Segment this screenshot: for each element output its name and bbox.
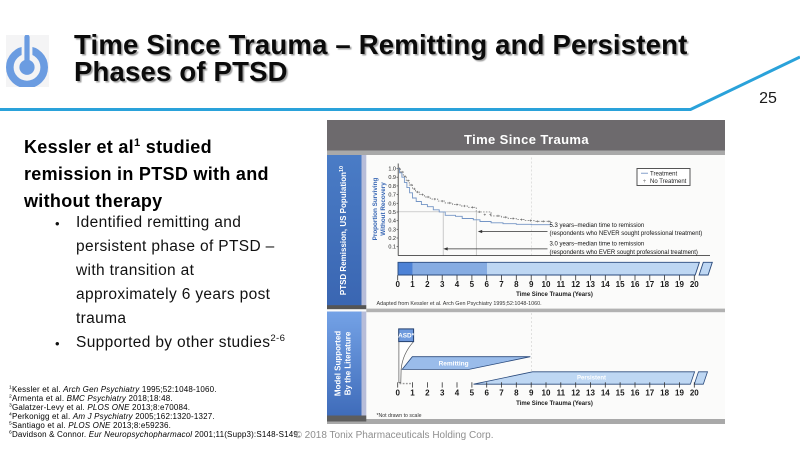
svg-text:5: 5 — [470, 388, 475, 397]
svg-text:0.6: 0.6 — [388, 201, 396, 207]
svg-text:Adapted from Kessler et al. Ar: Adapted from Kessler et al. Arch Gen Psy… — [377, 301, 542, 307]
svg-text:(respondents who EVER sought p: (respondents who EVER sought professiona… — [550, 250, 698, 256]
svg-text:1: 1 — [410, 388, 415, 397]
svg-text:Time Since Trauma (Years): Time Since Trauma (Years) — [516, 400, 593, 407]
svg-text:Proportion Surviving: Proportion Surviving — [372, 178, 379, 241]
svg-text:0.4: 0.4 — [388, 219, 396, 225]
svg-text:0.3: 0.3 — [388, 227, 396, 233]
svg-text:8: 8 — [514, 388, 519, 397]
svg-text:4: 4 — [455, 280, 460, 289]
svg-text:0.9: 0.9 — [388, 175, 396, 181]
svg-text:18: 18 — [660, 280, 669, 289]
svg-text:9: 9 — [529, 280, 534, 289]
svg-text:0.2: 0.2 — [388, 236, 396, 242]
svg-text:Without Recovery: Without Recovery — [380, 182, 387, 236]
svg-text:No Treatment: No Treatment — [650, 179, 687, 185]
svg-text:6: 6 — [484, 280, 489, 289]
svg-text:17: 17 — [645, 280, 654, 289]
svg-text:8: 8 — [514, 280, 519, 289]
svg-text:18: 18 — [660, 388, 669, 397]
svg-text:13: 13 — [586, 280, 595, 289]
svg-text:13: 13 — [586, 388, 595, 397]
svg-text:12: 12 — [571, 280, 580, 289]
svg-text:0: 0 — [395, 388, 400, 397]
svg-text:20: 20 — [690, 280, 699, 289]
svg-text:(respondents who NEVER sought: (respondents who NEVER sought profession… — [550, 231, 703, 237]
svg-text:17: 17 — [645, 388, 654, 397]
svg-text:*Not drawn to scale: *Not drawn to scale — [377, 413, 422, 419]
svg-text:Model Supported: Model Supported — [334, 331, 343, 396]
svg-text:11: 11 — [557, 280, 566, 289]
svg-text:20: 20 — [690, 388, 699, 397]
svg-text:16: 16 — [631, 280, 640, 289]
svg-text:11: 11 — [557, 388, 566, 397]
svg-text:ASD*: ASD* — [398, 333, 414, 340]
svg-text:Time Since Trauma (Years): Time Since Trauma (Years) — [516, 291, 593, 298]
svg-text:14: 14 — [601, 388, 610, 397]
svg-text:15: 15 — [616, 388, 625, 397]
svg-text:7: 7 — [499, 388, 504, 397]
svg-text:10: 10 — [542, 388, 551, 397]
svg-text:0: 0 — [395, 280, 400, 289]
svg-text:2: 2 — [425, 280, 430, 289]
svg-text:1.0: 1.0 — [388, 167, 396, 173]
svg-text:6: 6 — [484, 388, 489, 397]
svg-text:0.7: 0.7 — [388, 193, 396, 199]
svg-text:By the Literature: By the Literature — [344, 331, 353, 395]
svg-text:5: 5 — [470, 280, 475, 289]
svg-text:15: 15 — [616, 280, 625, 289]
svg-text:3: 3 — [440, 388, 445, 397]
svg-text:Treatment: Treatment — [650, 171, 677, 177]
svg-text:+: + — [643, 179, 647, 185]
svg-text:5.3 years–median time to remis: 5.3 years–median time to remission — [550, 223, 645, 229]
svg-text:3: 3 — [440, 280, 445, 289]
svg-text:3.0 years–median time to remis: 3.0 years–median time to remission — [550, 242, 645, 248]
svg-text:PTSD Remission, US Population1: PTSD Remission, US Population10 — [339, 166, 348, 295]
svg-text:4: 4 — [455, 388, 460, 397]
svg-text:1: 1 — [410, 280, 415, 289]
svg-text:14: 14 — [601, 280, 610, 289]
svg-text:Time Since Trauma: Time Since Trauma — [464, 132, 589, 147]
svg-text:Persistent: Persistent — [577, 376, 606, 382]
svg-text:12: 12 — [571, 388, 580, 397]
svg-text:0.1: 0.1 — [388, 245, 396, 251]
svg-text:2: 2 — [425, 388, 430, 397]
svg-text:7: 7 — [499, 280, 504, 289]
svg-text:9: 9 — [529, 388, 534, 397]
svg-text:19: 19 — [675, 280, 684, 289]
svg-text:0.8: 0.8 — [388, 184, 396, 190]
svg-text:Remitting: Remitting — [439, 360, 469, 367]
svg-text:0.5: 0.5 — [388, 210, 396, 216]
svg-text:10: 10 — [542, 280, 551, 289]
svg-text:16: 16 — [631, 388, 640, 397]
svg-text:19: 19 — [675, 388, 684, 397]
